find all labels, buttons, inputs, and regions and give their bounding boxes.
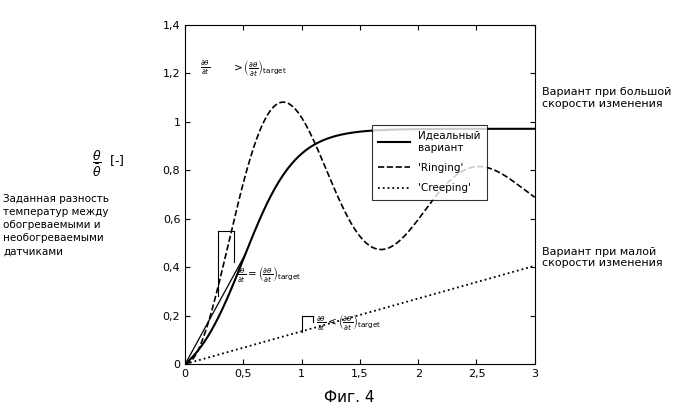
Text: Вариант при малой
скорости изменения: Вариант при малой скорости изменения — [542, 247, 663, 268]
Text: $\frac{\partial\theta}{\partial t} = \left(\frac{\partial\theta}{\partial t}\rig: $\frac{\partial\theta}{\partial t} = \le… — [236, 264, 302, 284]
Text: $\frac{\partial\theta}{\partial t} < \left(\frac{\partial\theta}{\partial t}\rig: $\frac{\partial\theta}{\partial t} < \le… — [316, 312, 381, 332]
Text: Фиг. 4: Фиг. 4 — [324, 390, 375, 405]
Text: Заданная разность
температур между
обогреваемыми и
необогреваемыми
датчиками: Заданная разность температур между обогр… — [3, 193, 110, 256]
Text: Вариант при большой
скорости изменения: Вариант при большой скорости изменения — [542, 88, 671, 109]
Legend: Идеальный
вариант, 'Ringing', 'Creeping': Идеальный вариант, 'Ringing', 'Creeping' — [372, 125, 487, 200]
Text: $\dfrac{\theta}{\bar{\theta}}$  [-]: $\dfrac{\theta}{\bar{\theta}}$ [-] — [92, 148, 124, 179]
Text: $\frac{\partial\theta}{\partial t}$: $\frac{\partial\theta}{\partial t}$ — [200, 59, 210, 77]
Text: $> \left(\frac{\partial\theta}{\partial t}\right)_{\mathrm{target}}$: $> \left(\frac{\partial\theta}{\partial … — [231, 58, 287, 78]
